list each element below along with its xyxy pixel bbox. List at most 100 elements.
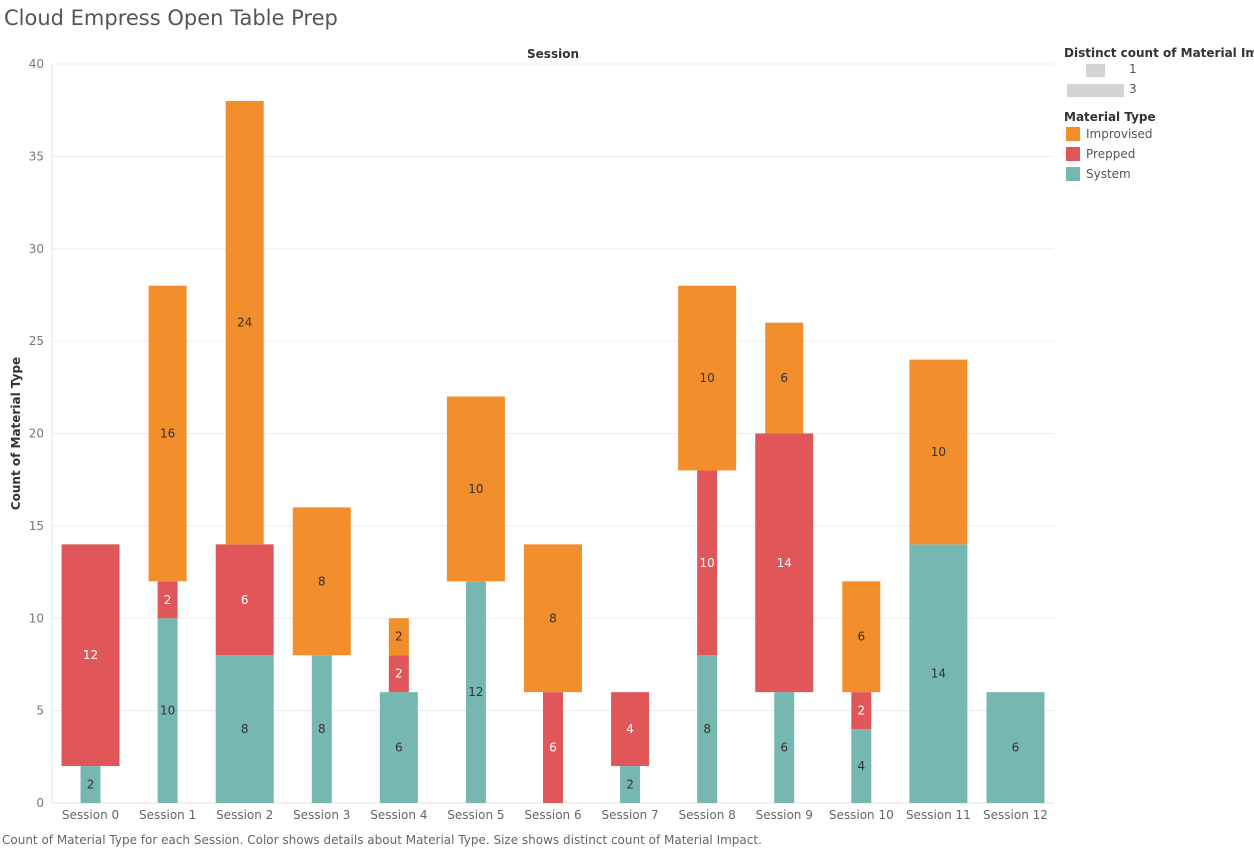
data-label: 24 bbox=[237, 316, 252, 330]
bar-system bbox=[851, 729, 872, 803]
data-label: 12 bbox=[468, 685, 483, 699]
data-label: 6 bbox=[549, 741, 557, 755]
bar-system bbox=[620, 766, 641, 803]
bar-prepped bbox=[157, 581, 178, 619]
data-label: 6 bbox=[1012, 741, 1020, 755]
data-label: 8 bbox=[318, 722, 326, 736]
size-legend-item-3[interactable]: 3 bbox=[1064, 80, 1254, 100]
legend-label-improvised: Improvised bbox=[1086, 127, 1153, 141]
bar-system bbox=[379, 692, 418, 803]
bar-prepped bbox=[543, 692, 563, 803]
bar-improvised bbox=[524, 544, 582, 693]
x-tick-label: Session 5 bbox=[447, 808, 504, 822]
data-label: 8 bbox=[549, 611, 557, 625]
legend-label-prepped: Prepped bbox=[1086, 147, 1136, 161]
data-label: 6 bbox=[780, 371, 788, 385]
x-tick-label: Session 2 bbox=[216, 808, 273, 822]
bar-prepped bbox=[697, 470, 718, 656]
legend-item-system[interactable]: System bbox=[1064, 164, 1254, 184]
legend-item-prepped[interactable]: Prepped bbox=[1064, 144, 1254, 164]
bar-prepped bbox=[61, 544, 120, 767]
bar-improvised bbox=[292, 507, 351, 656]
data-label: 2 bbox=[626, 778, 634, 792]
bar-improvised bbox=[225, 100, 264, 545]
size-legend-item-1[interactable]: 1 bbox=[1064, 60, 1254, 80]
data-label: 10 bbox=[931, 445, 946, 459]
legend-label-system: System bbox=[1086, 167, 1131, 181]
y-tick-label: 0 bbox=[36, 796, 44, 810]
bar-improvised bbox=[148, 285, 187, 582]
chart-caption: Count of Material Type for each Session.… bbox=[2, 833, 762, 847]
data-label: 4 bbox=[857, 759, 865, 773]
prepped-swatch bbox=[1066, 147, 1080, 161]
x-tick-label: Session 1 bbox=[139, 808, 196, 822]
x-tick-label: Session 7 bbox=[601, 808, 658, 822]
y-tick-label: 40 bbox=[29, 57, 44, 71]
bar-prepped bbox=[851, 692, 872, 730]
x-tick-label: Session 10 bbox=[829, 808, 894, 822]
y-tick-label: 5 bbox=[36, 704, 44, 718]
x-tick-label: Session 11 bbox=[906, 808, 971, 822]
bar-improvised bbox=[678, 285, 737, 471]
size-legend-label: 3 bbox=[1129, 82, 1137, 96]
bar-system bbox=[465, 581, 486, 803]
data-label: 6 bbox=[241, 593, 249, 607]
bar-system bbox=[311, 655, 332, 803]
data-label: 14 bbox=[931, 667, 946, 681]
y-tick-label: 35 bbox=[29, 149, 44, 163]
bar-system bbox=[986, 692, 1045, 803]
legend-item-improvised[interactable]: Improvised bbox=[1064, 124, 1254, 144]
bar-improvised bbox=[388, 618, 409, 656]
stacked-bar-chart: 0 5 10 15 20 25 30 35 40 Session Count of Material… bbox=[9, 47, 1054, 822]
legend: Distinct count of Material Impact 1 3 Ma… bbox=[1064, 46, 1254, 184]
size-legend-label: 1 bbox=[1129, 62, 1137, 76]
y-tick-label: 25 bbox=[29, 334, 44, 348]
data-label: 4 bbox=[626, 722, 634, 736]
data-label: 6 bbox=[395, 741, 403, 755]
size-swatch-small bbox=[1086, 64, 1105, 77]
bar-system bbox=[157, 618, 178, 803]
data-label: 2 bbox=[395, 667, 403, 681]
system-swatch bbox=[1066, 167, 1080, 181]
data-label: 6 bbox=[857, 630, 865, 644]
improvised-swatch bbox=[1066, 127, 1080, 141]
x-tick-label: Session 8 bbox=[679, 808, 736, 822]
data-label: 8 bbox=[318, 574, 326, 588]
bar-prepped bbox=[215, 544, 274, 656]
x-tick-label: Session 6 bbox=[524, 808, 581, 822]
x-tick-label: Session 9 bbox=[756, 808, 813, 822]
bar-system bbox=[80, 766, 101, 803]
bar-system bbox=[774, 692, 795, 803]
y-tick-label: 30 bbox=[29, 242, 44, 256]
size-legend-title: Distinct count of Material Impact bbox=[1064, 46, 1254, 60]
bar-prepped bbox=[388, 655, 409, 693]
bar-system bbox=[909, 544, 968, 803]
data-label: 2 bbox=[395, 630, 403, 644]
bar-improvised bbox=[765, 322, 804, 434]
data-label: 2 bbox=[87, 778, 95, 792]
color-legend-title: Material Type bbox=[1064, 110, 1156, 124]
chart-title: Cloud Empress Open Table Prep bbox=[4, 6, 338, 30]
data-label: 2 bbox=[857, 704, 865, 718]
size-swatch-large bbox=[1067, 84, 1124, 97]
data-label: 12 bbox=[83, 648, 98, 662]
x-tick-label: Session 0 bbox=[62, 808, 119, 822]
bar-prepped bbox=[611, 692, 650, 767]
data-label: 14 bbox=[777, 556, 792, 570]
column-header: Session bbox=[527, 47, 579, 61]
data-label: 8 bbox=[241, 722, 249, 736]
y-tick-label: 15 bbox=[29, 519, 44, 533]
bar-system bbox=[215, 655, 274, 803]
data-label: 10 bbox=[700, 556, 715, 570]
data-label: 10 bbox=[160, 704, 175, 718]
bar-improvised bbox=[842, 581, 881, 693]
bar-system bbox=[697, 655, 718, 803]
data-label: 6 bbox=[780, 741, 788, 755]
y-tick-label: 20 bbox=[29, 427, 44, 441]
data-label: 10 bbox=[700, 371, 715, 385]
x-tick-label: Session 4 bbox=[370, 808, 427, 822]
data-label: 8 bbox=[703, 722, 711, 736]
y-tick-label: 10 bbox=[29, 611, 44, 625]
bar-improvised bbox=[909, 359, 968, 545]
data-label: 10 bbox=[468, 482, 483, 496]
